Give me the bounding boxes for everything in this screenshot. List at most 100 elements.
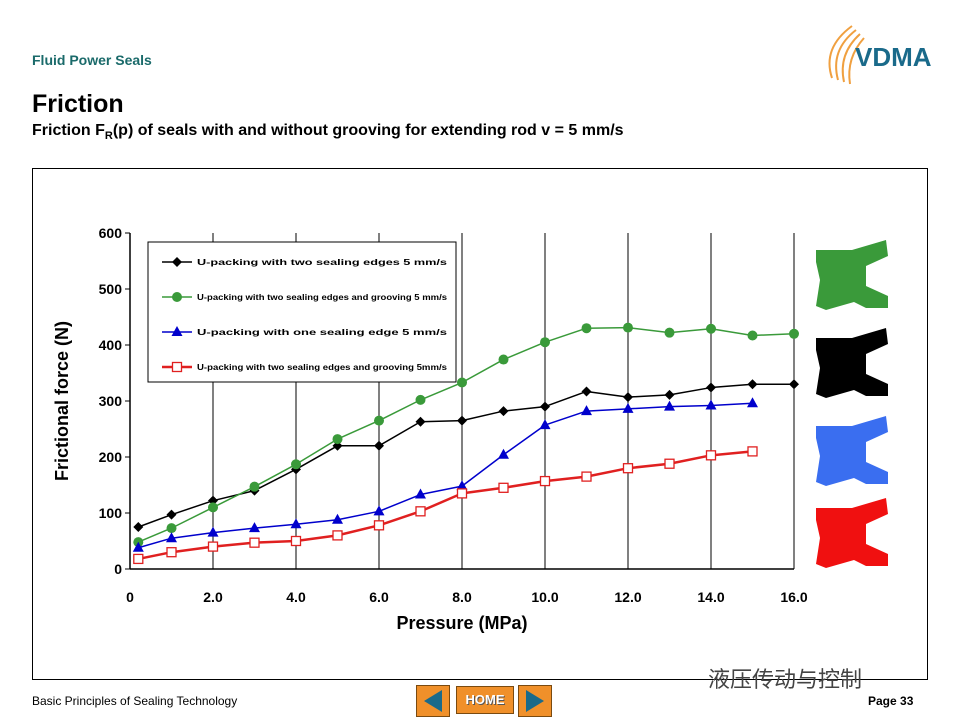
legend-entry-label: U-packing with one sealing edge 5 mm/s [197,327,447,337]
data-point [132,541,144,552]
data-point [540,337,550,348]
data-point [539,475,551,487]
data-point [539,419,551,430]
page-subtitle: Friction FR(p) of seals with and without… [32,122,624,142]
data-point [207,541,219,552]
x-tick-label: 16.0 [780,589,807,605]
seal-profile-green-icon [816,240,888,310]
legend-entry-label: U-packing with two sealing edges and gro… [197,362,447,372]
data-point [540,401,550,412]
data-point [664,400,675,411]
data-point [249,537,260,548]
page-number: Page 33 [868,694,914,708]
x-tick-label: 12.0 [614,589,641,605]
y-axis-label: Frictional force (N) [52,321,72,481]
data-point [581,323,592,334]
data-point [290,535,302,547]
subtitle-subscript: R [104,130,113,143]
subtitle-suffix: (p) of seals with and without grooving f… [112,122,624,139]
seal-profile-blue-icon [816,416,888,486]
home-button[interactable]: HOME [456,686,514,714]
y-tick-label: 400 [99,337,123,353]
data-point [456,488,468,499]
data-point [133,522,144,532]
data-point [789,379,799,390]
y-tick-label: 300 [99,393,123,409]
arrow-left-icon [424,690,442,712]
vdma-logo-text: VDMA [855,42,932,72]
data-point [290,518,302,529]
x-tick-label: 14.0 [697,589,724,605]
data-point [747,397,758,408]
data-point [581,471,592,482]
watermark-text: 液压传动与控制 [708,667,863,692]
subtitle-prefix: Friction F [32,122,105,139]
chart-legend [147,241,457,383]
data-point [172,257,182,267]
next-page-button[interactable] [518,685,552,717]
data-point [622,463,634,474]
y-tick-label: 500 [99,281,123,297]
data-point [664,389,675,400]
data-point [133,553,144,565]
data-point [457,415,467,426]
seal-profile-black-icon [816,328,888,398]
footer-course-title: Basic Principles of Sealing Technology [32,694,238,708]
seal-profile-red-icon [816,498,888,568]
chart-frame [32,168,928,680]
series-line [138,450,753,561]
data-point [705,399,717,410]
friction-chart: 0 2.0 4.0 6.0 8.0 10.0 12.0 14.0 16.0 0 100 200 300 4… [52,225,888,633]
y-tick-label: 100 [99,505,123,521]
data-point [581,386,592,397]
x-tick-label: 6.0 [369,589,389,605]
x-tick-label: 8.0 [452,589,472,605]
x-tick-label: 10.0 [531,589,558,605]
data-point [623,322,633,333]
legend-entry-label: U-packing with two sealing edges and gro… [197,292,447,302]
y-tick-label: 600 [99,225,123,241]
data-point [374,440,384,451]
data-point [747,379,758,390]
data-point [498,406,509,417]
data-point [747,330,758,341]
data-point [415,416,426,427]
data-point [166,523,177,534]
data-point [415,394,426,405]
data-point [705,450,717,461]
data-point [622,402,634,413]
data-point [249,522,260,533]
data-point [456,480,468,491]
data-point [581,405,592,416]
previous-page-button[interactable] [416,685,450,717]
data-point [166,532,177,543]
legend-entry-label: U-packing with two sealing edges 5 mm/s [197,257,447,267]
data-point [789,328,799,339]
data-point [664,458,675,469]
data-point [291,459,301,470]
data-point [457,377,467,388]
data-point [332,530,343,541]
data-point [374,415,384,426]
y-tick-label: 0 [114,561,122,577]
y-tick-label: 200 [99,449,123,465]
x-tick-label: 0 [126,589,134,605]
x-axis-label: Pressure (MPa) [396,613,527,633]
data-point [166,509,177,520]
data-point [415,506,426,517]
data-point [498,354,509,365]
data-point [172,292,182,302]
page-title: Friction [32,90,124,118]
data-point [332,434,343,445]
series-line [138,402,753,549]
arrow-right-icon [526,690,544,712]
vdma-logo-icon: VDMA [828,25,932,85]
data-point [623,392,633,403]
data-point [706,382,716,393]
data-point [166,547,177,558]
data-point [415,488,426,499]
section-category: Fluid Power Seals [32,52,152,68]
data-point [171,361,183,373]
data-point [207,526,219,537]
data-point [664,327,675,338]
